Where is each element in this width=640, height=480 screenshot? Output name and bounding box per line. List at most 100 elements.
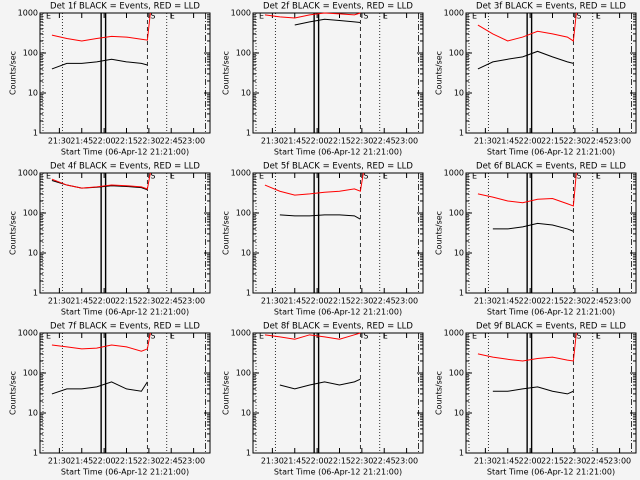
series-line <box>294 18 361 26</box>
series-line <box>477 12 577 42</box>
x-tick-label: 21:30 <box>48 457 71 466</box>
y-tick-label: 10 <box>454 89 464 98</box>
y-tick-label: 100 <box>23 49 38 58</box>
chart-title: Det 3f BLACK = Events, RED = LLD <box>476 2 626 12</box>
marker-label: S <box>576 12 581 21</box>
x-tick-label: 22:30 <box>563 297 586 306</box>
series-line <box>264 332 361 340</box>
x-tick-label: 22:30 <box>137 297 160 306</box>
y-tick-label: 1 <box>33 289 38 298</box>
x-tick-label: 23:00 <box>182 137 205 146</box>
series-line <box>477 332 577 362</box>
x-tick-label: 21:45 <box>496 137 519 146</box>
marker-label: E <box>259 12 264 21</box>
x-tick-label: 22:00 <box>93 297 116 306</box>
y-tick-label: 10 <box>241 409 251 418</box>
marker-label: E <box>170 172 175 181</box>
plot-frame <box>465 172 637 294</box>
x-tick-label: 22:45 <box>373 457 396 466</box>
x-tick-label: 23:00 <box>395 297 418 306</box>
x-tick-label: 22:15 <box>541 297 564 306</box>
marker-label: E <box>472 12 477 21</box>
chart-title: Det 4f BLACK = Events, RED = LLD <box>50 162 200 172</box>
marker-label: S <box>576 332 581 341</box>
marker-label: E <box>383 172 388 181</box>
x-tick-label: 21:30 <box>48 137 71 146</box>
x-tick-label: 21:45 <box>70 457 93 466</box>
x-tick-label: 23:00 <box>608 137 631 146</box>
y-tick-label: 1000 <box>444 9 464 18</box>
x-tick-label: 22:45 <box>586 457 609 466</box>
plot-frame <box>252 172 424 294</box>
x-tick-label: 22:00 <box>93 137 116 146</box>
x-tick-label: 22:30 <box>563 137 586 146</box>
x-tick-label: 21:30 <box>48 297 71 306</box>
x-tick-label: 22:30 <box>350 137 373 146</box>
series-line <box>477 172 577 207</box>
series-line <box>51 381 148 395</box>
marker-label: E <box>259 172 264 181</box>
y-tick-label: 1 <box>459 129 464 138</box>
marker-label: E <box>46 172 51 181</box>
x-tick-label: 22:15 <box>541 457 564 466</box>
y-tick-label: 1000 <box>231 9 251 18</box>
x-axis-label: Start Time (06-Apr-12 21:21:00) <box>487 308 615 317</box>
chart-title: Det 6f BLACK = Events, RED = LLD <box>476 162 626 172</box>
x-tick-label: 22:30 <box>137 457 160 466</box>
x-tick-label: 23:00 <box>608 457 631 466</box>
x-tick-label: 21:30 <box>261 297 284 306</box>
chart-title: Det 1f BLACK = Events, RED = LLD <box>50 2 200 12</box>
y-tick-label: 100 <box>449 49 464 58</box>
y-axis-label: Counts/sec <box>435 211 444 255</box>
marker-label: E <box>46 332 51 341</box>
x-tick-label: 22:15 <box>328 137 351 146</box>
chart-title: Det 7f BLACK = Events, RED = LLD <box>50 322 200 332</box>
marker-label: E <box>170 332 175 341</box>
plot-frame <box>39 332 211 454</box>
y-tick-label: 1 <box>459 289 464 298</box>
chart-title: Det 9f BLACK = Events, RED = LLD <box>476 322 626 332</box>
x-tick-label: 22:45 <box>586 297 609 306</box>
y-axis-label: Counts/sec <box>222 51 231 95</box>
plot-frame <box>465 12 637 134</box>
y-axis-label: Counts/sec <box>9 371 18 415</box>
marker-label: S <box>150 332 155 341</box>
series-line <box>492 386 574 395</box>
x-tick-label: 22:15 <box>328 457 351 466</box>
y-tick-label: 1 <box>33 129 38 138</box>
x-tick-label: 21:45 <box>283 137 306 146</box>
marker-label: E <box>170 12 175 21</box>
y-tick-label: 1 <box>246 289 251 298</box>
y-tick-label: 1 <box>33 449 38 458</box>
x-tick-label: 22:30 <box>137 137 160 146</box>
x-tick-label: 21:45 <box>496 297 519 306</box>
marker-label: E <box>383 332 388 341</box>
y-axis-label: Counts/sec <box>435 371 444 415</box>
x-tick-label: 22:00 <box>519 457 542 466</box>
x-tick-label: 22:15 <box>115 137 138 146</box>
y-tick-label: 1000 <box>18 329 38 338</box>
y-tick-label: 100 <box>23 369 38 378</box>
x-tick-label: 23:00 <box>608 297 631 306</box>
x-tick-label: 22:15 <box>115 457 138 466</box>
x-tick-label: 21:45 <box>283 297 306 306</box>
x-tick-label: 21:45 <box>70 297 93 306</box>
y-tick-label: 10 <box>454 409 464 418</box>
y-axis-label: Counts/sec <box>222 211 231 255</box>
y-tick-label: 1 <box>246 129 251 138</box>
chart-title: Det 2f BLACK = Events, RED = LLD <box>263 2 413 12</box>
y-tick-label: 10 <box>241 249 251 258</box>
plot-frame <box>465 332 637 454</box>
y-tick-label: 10 <box>454 249 464 258</box>
x-tick-label: 22:00 <box>306 297 329 306</box>
x-tick-label: 22:30 <box>350 297 373 306</box>
series-line <box>264 12 361 19</box>
x-axis-label: Start Time (06-Apr-12 21:21:00) <box>274 308 402 317</box>
x-tick-label: 21:45 <box>70 137 93 146</box>
x-tick-label: 23:00 <box>395 137 418 146</box>
y-tick-label: 10 <box>241 89 251 98</box>
y-tick-label: 1000 <box>18 169 38 178</box>
marker-label: S <box>363 332 368 341</box>
marker-label: S <box>150 172 155 181</box>
y-tick-label: 1000 <box>444 169 464 178</box>
